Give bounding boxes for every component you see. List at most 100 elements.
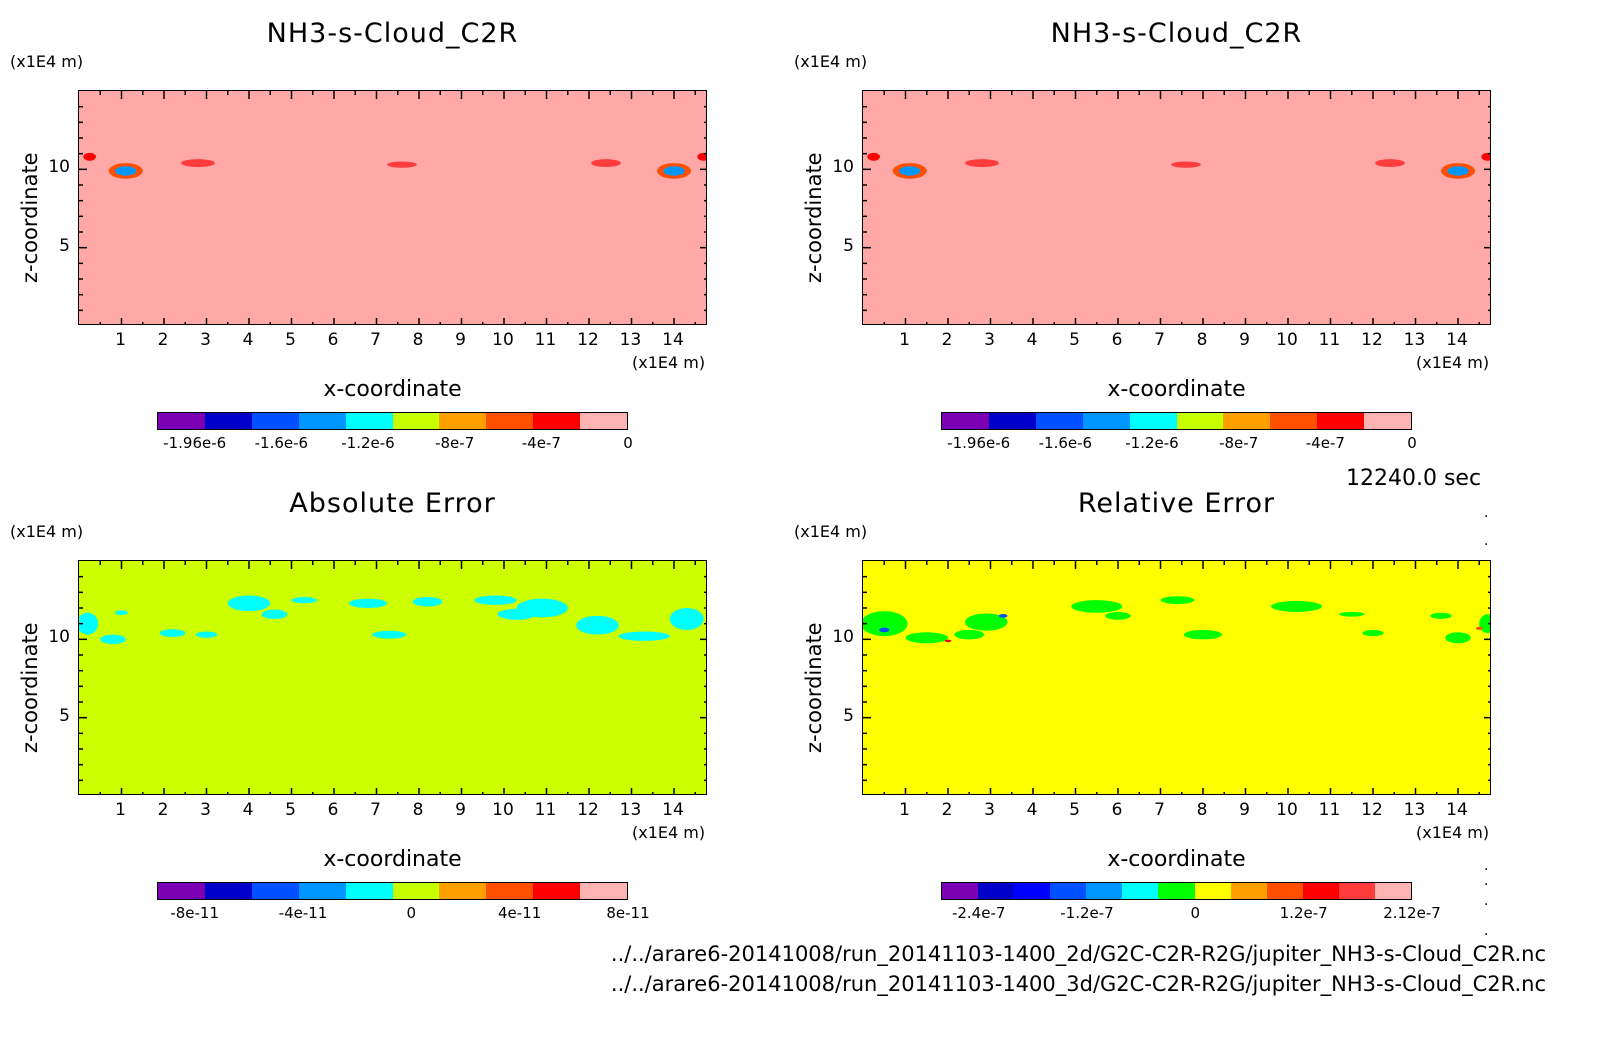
x-tick-label: 14 (662, 800, 684, 820)
colorbar-label: 2.12e-7 (1383, 904, 1441, 922)
colorbar-swatch (978, 883, 1015, 899)
colorbar-swatch (486, 883, 534, 899)
contour-region (867, 152, 880, 161)
x-tick-label: 7 (1154, 330, 1165, 350)
x-tick-label: 5 (285, 800, 296, 820)
x-tick-label: 2 (941, 800, 953, 820)
contour-region (863, 611, 908, 637)
colorbar-label: 8e-11 (606, 904, 650, 922)
contour-region (663, 166, 685, 176)
colorbar-swatch (1317, 413, 1365, 429)
contour-region (115, 610, 128, 616)
x-tick-label: 4 (242, 330, 254, 350)
x-tick-label: 8 (412, 330, 424, 350)
contour-region (348, 598, 388, 608)
contour-region (1339, 611, 1365, 617)
contour-region (944, 639, 952, 643)
colorbar-swatch (1176, 413, 1224, 429)
colorbar-swatch (204, 883, 252, 899)
contour-region (899, 166, 921, 176)
x-unit-label: (x1E4 m) (1416, 353, 1490, 372)
contour-region (1105, 611, 1131, 620)
colorbar-swatch (1266, 883, 1303, 899)
x-tick-label: 7 (370, 800, 381, 820)
y-tick-label: 10 (48, 157, 70, 178)
contour-region (1160, 596, 1195, 605)
contour-region (291, 597, 317, 604)
colorbar-swatch (1014, 883, 1051, 899)
x-tick-label: 14 (662, 330, 684, 350)
x-unit-label: (x1E4 m) (1416, 823, 1490, 842)
colorbar-label: -4e-11 (278, 904, 328, 922)
y-tick-label: 5 (59, 705, 70, 726)
colorbar-swatch (1270, 413, 1318, 429)
x-tick-label: 13 (619, 330, 642, 350)
contour-region (591, 159, 621, 167)
colorbar-swatch (1223, 413, 1271, 429)
x-tick-label: 4 (1026, 330, 1038, 350)
y-tick-label: 10 (48, 627, 70, 648)
chart-panel-bottom-right: Relative Error (x1E4 m) 1 2 3 4 5 6 7 8 9 10 11 12 13 1… (784, 470, 1568, 940)
colorbar-label: -8e-11 (170, 904, 220, 922)
x-tick-label: 11 (1318, 800, 1341, 820)
x-tick-label: 11 (1318, 330, 1341, 350)
colorbar (941, 412, 1412, 430)
x-tick-label: 14 (1446, 800, 1468, 820)
x-tick-label: 9 (455, 330, 466, 350)
x-axis-label: x-coordinate (323, 377, 462, 402)
colorbar-label: -1.96e-6 (163, 434, 227, 452)
contour-region (79, 612, 99, 635)
colorbar-swatch (1122, 883, 1159, 899)
x-tick-label: 3 (984, 330, 995, 350)
x-tick-label: 13 (619, 800, 642, 820)
x-tick-label: 9 (1239, 800, 1250, 820)
plot-area (862, 90, 1491, 325)
x-tick-label: 3 (984, 800, 995, 820)
colorbar-swatch (1374, 883, 1412, 899)
contour-region (261, 609, 288, 619)
contour-region (115, 166, 137, 176)
x-tick-label: 2 (157, 800, 169, 820)
colorbar-swatch (392, 883, 440, 899)
colorbar-swatch (158, 413, 205, 429)
y-tick-label: 10 (832, 627, 854, 648)
x-tick-label: 10 (492, 330, 514, 350)
colorbar-swatch (251, 413, 299, 429)
contour-region (1430, 612, 1452, 619)
heatmap-svg (863, 91, 1490, 324)
colorbar-label: -1.96e-6 (947, 434, 1011, 452)
colorbar-swatch (345, 883, 393, 899)
colorbar-swatch (1364, 413, 1412, 429)
x-tick-label: 10 (1276, 330, 1298, 350)
colorbar-swatch (1086, 883, 1123, 899)
x-tick-label: 4 (1026, 800, 1038, 820)
x-tick-label: 8 (1196, 330, 1208, 350)
heatmap-svg (863, 561, 1490, 794)
colorbar-swatch (1302, 883, 1339, 899)
colorbar-label: 0 (1407, 434, 1417, 452)
colorbar-swatch (942, 883, 979, 899)
plot-area (78, 560, 707, 795)
colorbar-label: -8e-7 (1219, 434, 1259, 452)
x-tick-label: 12 (577, 330, 599, 350)
x-axis-label: x-coordinate (1107, 377, 1246, 402)
x-tick-label: 2 (157, 330, 169, 350)
colorbar-label: -1.2e-6 (341, 434, 395, 452)
footer-file-path-1: ../../arare6-20141008/run_20141103-1400_… (610, 942, 1546, 966)
colorbar (157, 412, 628, 430)
colorbar-swatch (1338, 883, 1375, 899)
chart-title: Relative Error (1077, 488, 1276, 519)
colorbar (941, 882, 1412, 900)
contour-region (372, 630, 407, 639)
colorbar-swatch (533, 413, 581, 429)
colorbar-swatch (942, 413, 989, 429)
colorbar-label: -1.6e-6 (254, 434, 309, 452)
plot-area (862, 560, 1491, 795)
colorbar-swatch (1158, 883, 1195, 899)
contour-region (618, 631, 670, 641)
x-axis-label: x-coordinate (1107, 847, 1246, 872)
y-tick-label: 5 (59, 235, 70, 256)
colorbar-swatch (486, 413, 534, 429)
contour-region (1171, 161, 1201, 168)
y-axis-label: z-coordinate (802, 151, 826, 283)
